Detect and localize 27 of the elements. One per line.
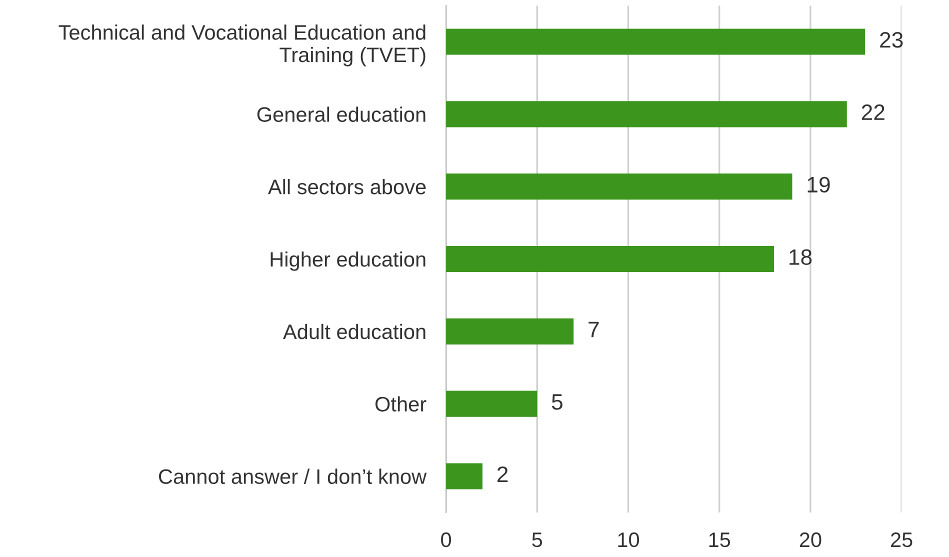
x-tick-label: 5	[532, 532, 542, 548]
x-tick-label: 25	[891, 532, 912, 548]
y-tick-label: Other	[375, 396, 426, 412]
bar	[446, 174, 792, 200]
bar	[446, 318, 574, 344]
bar	[446, 246, 774, 272]
data-label: 23	[880, 32, 903, 48]
y-tick-label: General education	[257, 106, 426, 122]
y-tick-label: Adult education	[283, 324, 426, 340]
y-tick-label: Technical and Vocational Education and Training (TVET)	[58, 24, 426, 66]
bar	[446, 390, 538, 417]
bar	[446, 28, 866, 55]
x-tick-label: 10	[618, 532, 640, 548]
bar	[446, 101, 847, 128]
x-tick-label: 0	[441, 532, 452, 548]
data-label: 7	[588, 322, 599, 338]
data-label: 19	[808, 176, 830, 193]
x-tick-label: 20	[800, 532, 822, 548]
x-tick-label: 15	[709, 532, 730, 548]
bar	[446, 463, 482, 490]
data-label: 18	[790, 249, 812, 265]
data-label: 2	[497, 466, 508, 482]
y-tick-label: All sectors above	[268, 179, 426, 194]
data-label: 22	[862, 104, 884, 120]
y-tick-label: Higher education	[270, 251, 426, 271]
data-label: 5	[552, 394, 562, 410]
y-tick-label: Cannot answer / I don’t know	[158, 468, 427, 484]
